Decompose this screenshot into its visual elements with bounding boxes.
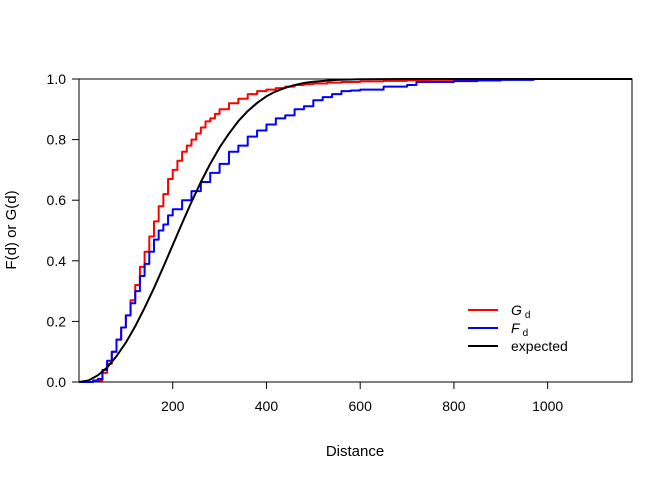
x-tick-label: 600 xyxy=(349,398,373,414)
legend-label-main: expected xyxy=(511,338,568,354)
x-axis: 200 400 600 800 1000 xyxy=(161,382,563,414)
x-tick-label: 800 xyxy=(442,398,466,414)
legend-label: expected xyxy=(511,338,568,354)
x-tick-label: 1000 xyxy=(532,398,563,414)
y-tick-label: 1.0 xyxy=(47,71,67,87)
y-tick-label: 0.6 xyxy=(47,192,67,208)
y-tick-label: 0.2 xyxy=(47,313,67,329)
y-axis-label: F(d) or G(d) xyxy=(3,190,20,269)
x-tick-label: 200 xyxy=(161,398,185,414)
x-axis-label: Distance xyxy=(326,443,384,460)
y-tick-label: 0.4 xyxy=(47,253,67,269)
legend-label-subscript: d xyxy=(523,328,529,339)
x-tick-label: 400 xyxy=(255,398,279,414)
y-tick-label: 0.8 xyxy=(47,132,67,148)
y-axis: 0.0 0.2 0.4 0.6 0.8 1.0 xyxy=(47,71,79,390)
legend-label-subscript: d xyxy=(525,310,531,321)
legend-label-main: F xyxy=(511,320,521,336)
y-tick-label: 0.0 xyxy=(47,374,67,390)
legend-label-main: G xyxy=(511,302,522,318)
series-layer xyxy=(78,78,632,383)
series-line-expected xyxy=(78,78,632,383)
series-line-f xyxy=(79,78,632,383)
